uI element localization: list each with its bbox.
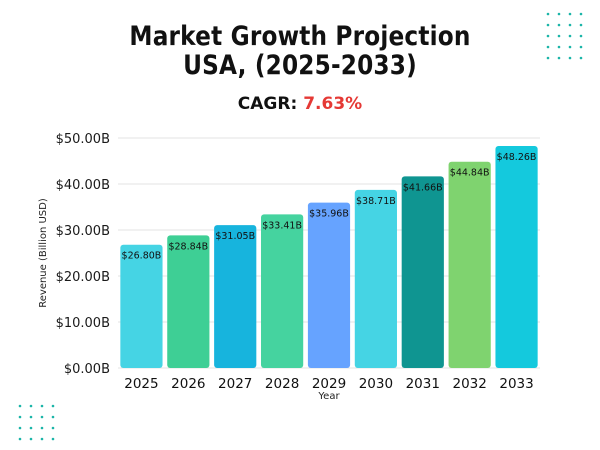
- decor-dot: [18, 437, 22, 441]
- x-tick-label: 2027: [218, 376, 252, 392]
- decor-dot: [29, 437, 33, 441]
- decor-dot: [29, 426, 33, 430]
- decor-dot: [546, 56, 550, 60]
- bar-value-label: $44.84B: [450, 168, 490, 179]
- bar: [214, 225, 257, 368]
- bar: [167, 235, 210, 368]
- decor-dot: [579, 12, 583, 16]
- y-tick-label: $10.00B: [56, 316, 110, 331]
- x-tick-label: 2031: [406, 376, 440, 392]
- decor-dot: [579, 45, 583, 49]
- decor-dot: [557, 56, 561, 60]
- cagr-label: CAGR:: [237, 94, 298, 114]
- decor-dot: [40, 426, 44, 430]
- y-tick-label: $20.00B: [56, 270, 110, 285]
- bar: [354, 189, 397, 368]
- decor-dot: [546, 12, 550, 16]
- decor-dot: [546, 34, 550, 38]
- decor-dot: [557, 34, 561, 38]
- bar: [495, 146, 538, 368]
- bar-value-label: $48.26B: [497, 152, 537, 163]
- x-tick-label: 2030: [359, 376, 393, 392]
- decor-dot: [40, 404, 44, 408]
- x-tick-label: 2028: [265, 376, 299, 392]
- decor-dot: [18, 415, 22, 419]
- bar: [448, 161, 491, 368]
- decor-dot: [51, 415, 55, 419]
- cagr-subtitle: CAGR: 7.63%: [0, 94, 600, 114]
- y-axis-label: Revenue (Billion USD): [38, 198, 49, 308]
- y-tick-label: $40.00B: [56, 178, 110, 193]
- decor-dot: [18, 426, 22, 430]
- x-tick-label: 2029: [312, 376, 346, 392]
- decor-dot: [51, 426, 55, 430]
- decor-dot: [51, 437, 55, 441]
- decor-dot: [568, 23, 572, 27]
- chart-title: Market Growth Projection USA, (2025-2033…: [42, 22, 558, 80]
- title-line-1: Market Growth Projection: [129, 21, 471, 52]
- decor-dot: [568, 56, 572, 60]
- title-line-2: USA, (2025-2033): [183, 50, 417, 81]
- bar-value-label: $35.96B: [309, 209, 349, 220]
- decor-dot: [568, 12, 572, 16]
- bar: [307, 202, 351, 368]
- bar-value-label: $33.41B: [262, 220, 302, 231]
- decor-dot: [29, 404, 33, 408]
- y-tick-label: $50.00B: [56, 132, 110, 147]
- bar-value-label: $38.71B: [356, 196, 396, 207]
- decor-dot: [579, 23, 583, 27]
- x-tick-label: 2032: [452, 376, 486, 392]
- y-tick-label: $0.00B: [64, 362, 110, 377]
- x-tick-label: 2025: [124, 376, 158, 392]
- cagr-value: 7.63%: [303, 94, 363, 114]
- y-tick-label: $30.00B: [56, 224, 110, 239]
- decor-dot: [40, 415, 44, 419]
- decor-dot: [568, 45, 572, 49]
- decor-dot: [51, 404, 55, 408]
- bar-value-label: $41.66B: [403, 182, 443, 193]
- decor-dot: [18, 404, 22, 408]
- bar-value-label: $28.84B: [168, 241, 208, 252]
- decor-dot: [546, 23, 550, 27]
- decor-dot: [568, 34, 572, 38]
- x-axis-label: Year: [317, 391, 340, 402]
- decor-dot: [557, 23, 561, 27]
- x-tick-label: 2026: [171, 376, 205, 392]
- bar-value-label: $26.80B: [122, 251, 162, 262]
- decor-dot: [579, 34, 583, 38]
- bar: [261, 214, 304, 368]
- decor-dot: [40, 437, 44, 441]
- decor-dot: [546, 45, 550, 49]
- bar-value-label: $31.05B: [215, 231, 255, 242]
- decor-dot: [579, 56, 583, 60]
- decor-dot: [557, 12, 561, 16]
- decor-dot: [557, 45, 561, 49]
- bar: [401, 176, 444, 368]
- bar: [120, 244, 163, 368]
- decor-dot: [29, 415, 33, 419]
- x-tick-label: 2033: [499, 376, 533, 392]
